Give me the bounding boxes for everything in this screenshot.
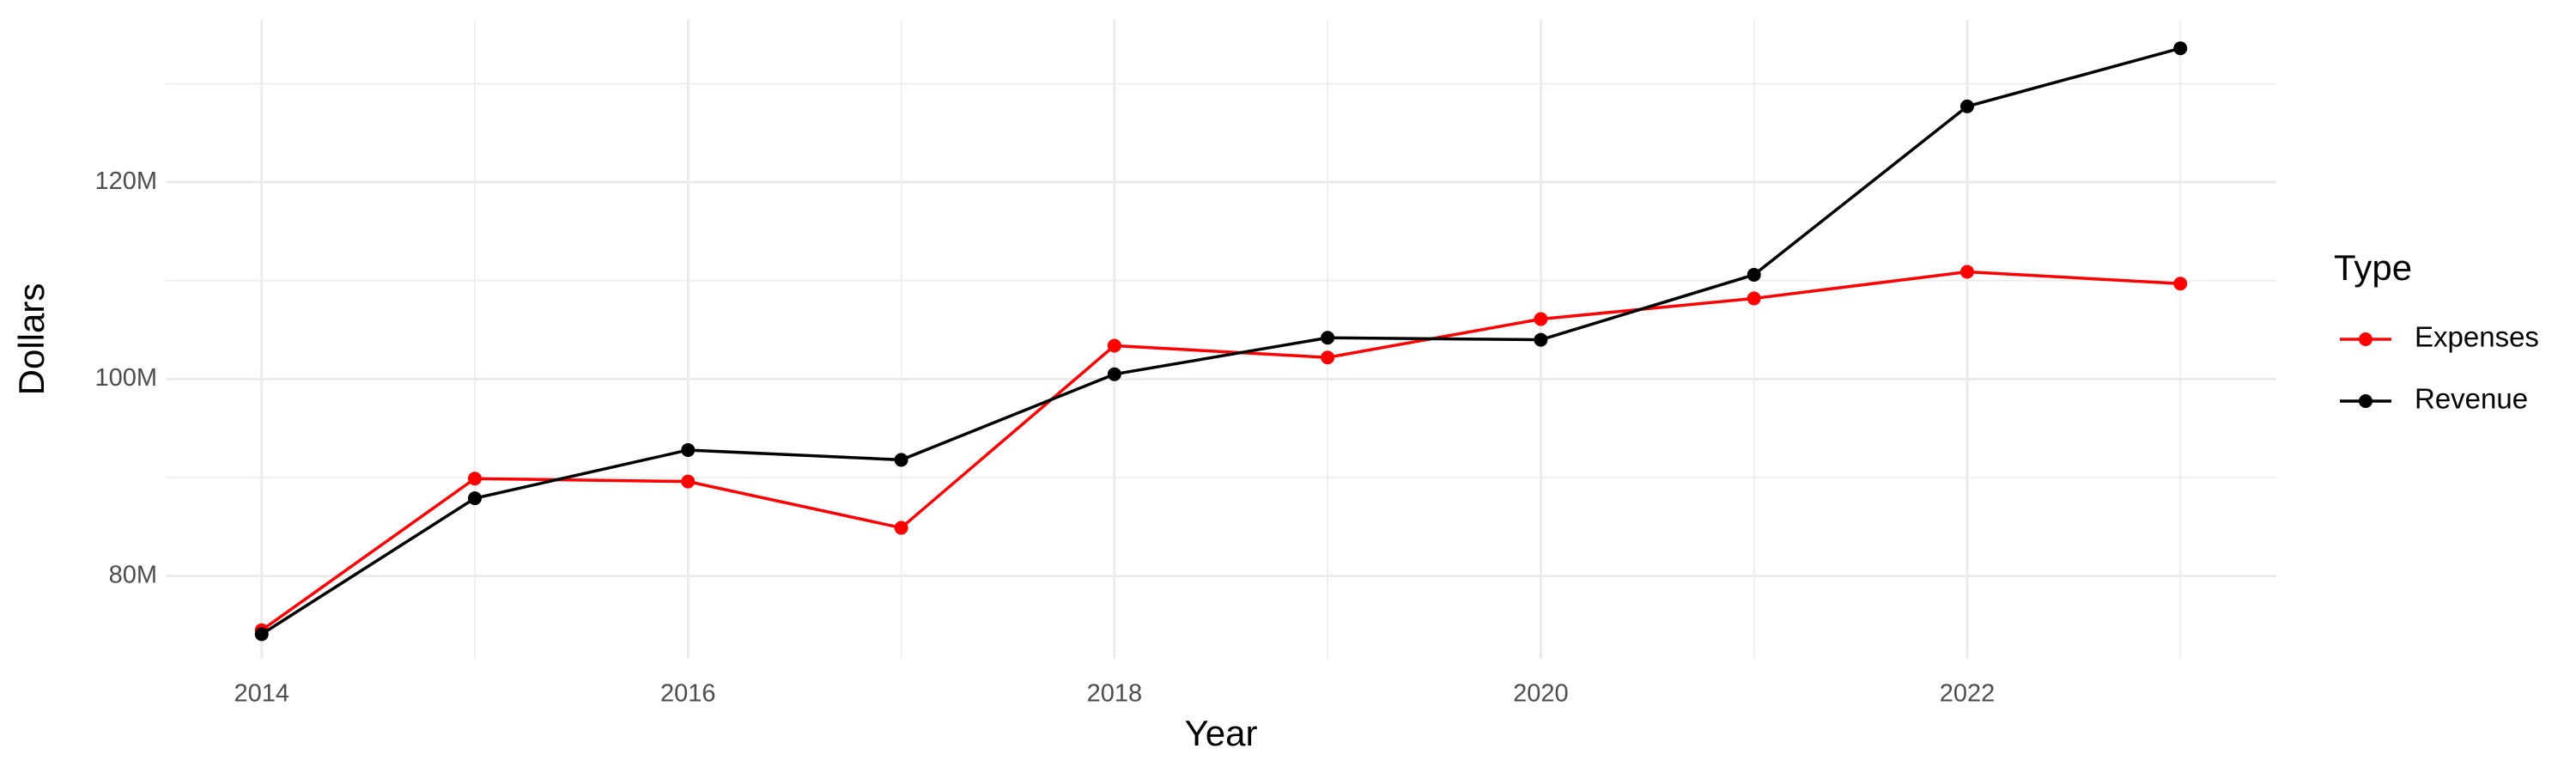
y-tick-label: 80M: [109, 561, 157, 588]
x-tick-label: 2018: [1087, 680, 1143, 708]
data-point: [1534, 312, 1548, 326]
data-point: [2173, 41, 2188, 56]
y-tick-label: 100M: [94, 364, 157, 392]
data-point: [1534, 332, 1548, 347]
data-point: [894, 453, 908, 467]
data-point: [1321, 350, 1335, 365]
legend-title: Type: [2334, 247, 2412, 288]
data-point: [468, 491, 483, 506]
x-tick-label: 2014: [234, 680, 289, 708]
data-point: [2173, 277, 2188, 291]
x-tick-label: 2016: [660, 680, 716, 708]
legend-label: Expenses: [2415, 321, 2539, 353]
data-point: [1321, 331, 1335, 345]
data-point: [894, 520, 908, 535]
legend-label: Revenue: [2415, 383, 2528, 415]
y-tick-label: 120M: [94, 167, 157, 195]
data-point: [681, 442, 696, 457]
data-point: [1747, 267, 1761, 282]
data-point: [468, 472, 483, 486]
data-point: [1107, 367, 1121, 381]
legend-key-point: [2359, 394, 2372, 408]
y-axis-title: Dollars: [11, 283, 52, 396]
data-point: [1959, 265, 1974, 279]
legend-key-point: [2359, 332, 2372, 346]
x-tick-label: 2022: [1940, 680, 1996, 708]
data-point: [681, 474, 696, 489]
series-line: [260, 46, 2181, 636]
data-point: [1107, 338, 1121, 353]
x-axis-title: Year: [1185, 713, 1258, 753]
data-point: [254, 627, 269, 642]
data-point: [1747, 291, 1761, 306]
series-line: [260, 270, 2181, 632]
x-tick-label: 2020: [1513, 680, 1569, 708]
data-point: [1959, 99, 1974, 113]
